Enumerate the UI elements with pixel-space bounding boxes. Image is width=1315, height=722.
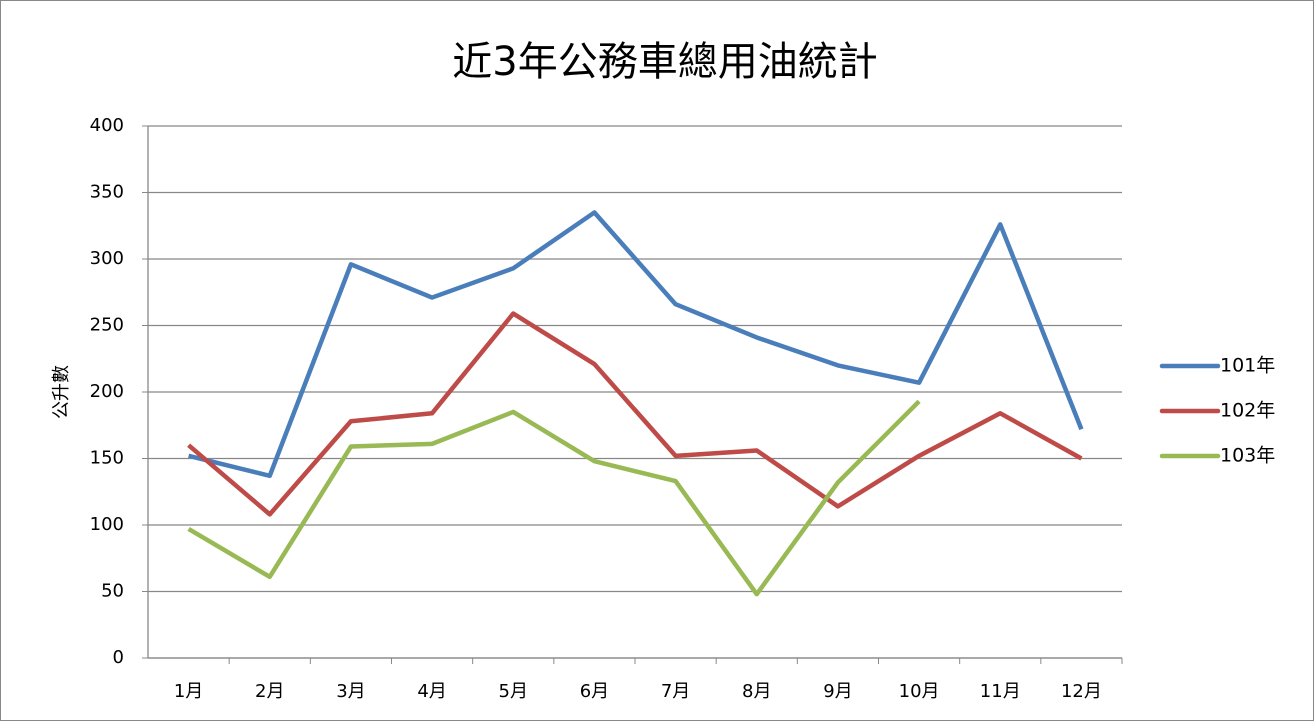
y-tick-label: 300: [90, 248, 124, 269]
series-line: [187, 399, 921, 597]
y-tick-label: 50: [101, 581, 124, 602]
series-line: [187, 311, 1083, 517]
x-tick-label: 4月: [417, 681, 446, 702]
y-tick-label: 350: [90, 182, 124, 203]
x-tick-label: 12月: [1061, 681, 1102, 702]
series-line: [188, 210, 1084, 479]
x-tick-label: 5月: [499, 681, 528, 702]
y-tick-label: 200: [90, 381, 124, 402]
y-tick-label: 150: [90, 448, 124, 469]
y-axis-label: 公升數: [51, 365, 72, 419]
x-tick-label: 2月: [255, 681, 284, 702]
legend-label: 103年: [1220, 445, 1275, 467]
y-tick-label: 250: [90, 315, 124, 336]
y-tick-label: 400: [90, 115, 124, 136]
x-tick-label: 3月: [336, 681, 365, 702]
chart-title: 近3年公務車總用油統計: [452, 39, 877, 85]
y-tick-label: 100: [90, 514, 124, 535]
x-tick-label: 7月: [661, 681, 690, 702]
x-tick-label: 8月: [742, 681, 771, 702]
x-tick-label: 11月: [980, 681, 1021, 702]
y-tick-label: 0: [113, 647, 124, 668]
x-tick-label: 10月: [899, 681, 940, 702]
legend-label: 102年: [1220, 400, 1275, 422]
x-tick-label: 9月: [823, 681, 852, 702]
x-tick-label: 1月: [174, 681, 203, 702]
legend-label: 101年: [1220, 355, 1275, 377]
x-tick-label: 6月: [580, 681, 609, 702]
